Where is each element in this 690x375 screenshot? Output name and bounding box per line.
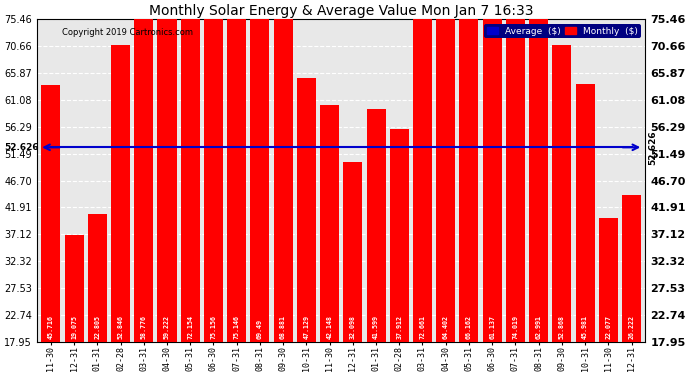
Legend: Average  ($), Monthly  ($): Average ($), Monthly ($)	[484, 24, 641, 38]
Text: 75.146: 75.146	[234, 315, 239, 339]
Bar	[250, 0, 269, 342]
Text: 32.098: 32.098	[350, 315, 356, 339]
Bar	[482, 0, 502, 342]
Text: 61.137: 61.137	[489, 315, 495, 339]
Text: 52.846: 52.846	[117, 315, 124, 339]
Text: 47.129: 47.129	[304, 315, 309, 339]
Text: 64.402: 64.402	[443, 315, 448, 339]
Text: 22.805: 22.805	[95, 315, 100, 339]
Bar	[157, 10, 177, 342]
Text: 72.661: 72.661	[420, 315, 426, 339]
Text: 66.162: 66.162	[466, 315, 472, 339]
Bar	[366, 108, 386, 342]
Text: 26.222: 26.222	[629, 315, 635, 339]
Bar	[274, 0, 293, 342]
Text: 45.716: 45.716	[48, 315, 54, 339]
Bar	[135, 12, 153, 342]
Bar	[622, 195, 641, 342]
Text: 22.077: 22.077	[605, 315, 611, 339]
Text: 42.148: 42.148	[326, 315, 333, 339]
Text: 75.156: 75.156	[210, 315, 217, 339]
Title: Monthly Solar Energy & Average Value Mon Jan 7 16:33: Monthly Solar Energy & Average Value Mon…	[149, 4, 533, 18]
Bar	[204, 0, 223, 342]
Bar	[552, 45, 571, 342]
Text: 52.868: 52.868	[559, 315, 565, 339]
Text: 68.881: 68.881	[280, 315, 286, 339]
Bar	[506, 0, 525, 342]
Text: 41.599: 41.599	[373, 315, 379, 339]
Text: 62.991: 62.991	[535, 315, 542, 339]
Bar	[390, 129, 408, 342]
Bar	[88, 214, 107, 342]
Bar	[297, 78, 316, 342]
Bar	[529, 0, 548, 342]
Bar	[413, 0, 432, 342]
Bar	[460, 0, 478, 342]
Text: Copyright 2019 Cartronics.com: Copyright 2019 Cartronics.com	[62, 28, 193, 37]
Text: 72.154: 72.154	[187, 315, 193, 339]
Bar	[227, 0, 246, 342]
Bar	[599, 218, 618, 342]
Text: 52.626: 52.626	[5, 143, 39, 152]
Text: 45.981: 45.981	[582, 315, 588, 339]
Bar	[436, 0, 455, 342]
Text: 59.222: 59.222	[164, 315, 170, 339]
Bar	[41, 86, 60, 342]
Text: 52.626: 52.626	[649, 130, 658, 165]
Text: 58.776: 58.776	[141, 315, 147, 339]
Bar	[111, 45, 130, 342]
Text: 74.019: 74.019	[513, 315, 518, 339]
Bar	[65, 235, 83, 342]
Bar	[181, 0, 199, 342]
Bar	[344, 162, 362, 342]
Text: 19.075: 19.075	[71, 315, 77, 339]
Text: 37.912: 37.912	[396, 315, 402, 339]
Text: 69.49: 69.49	[257, 319, 263, 339]
Bar	[320, 105, 339, 342]
Bar	[575, 84, 595, 342]
